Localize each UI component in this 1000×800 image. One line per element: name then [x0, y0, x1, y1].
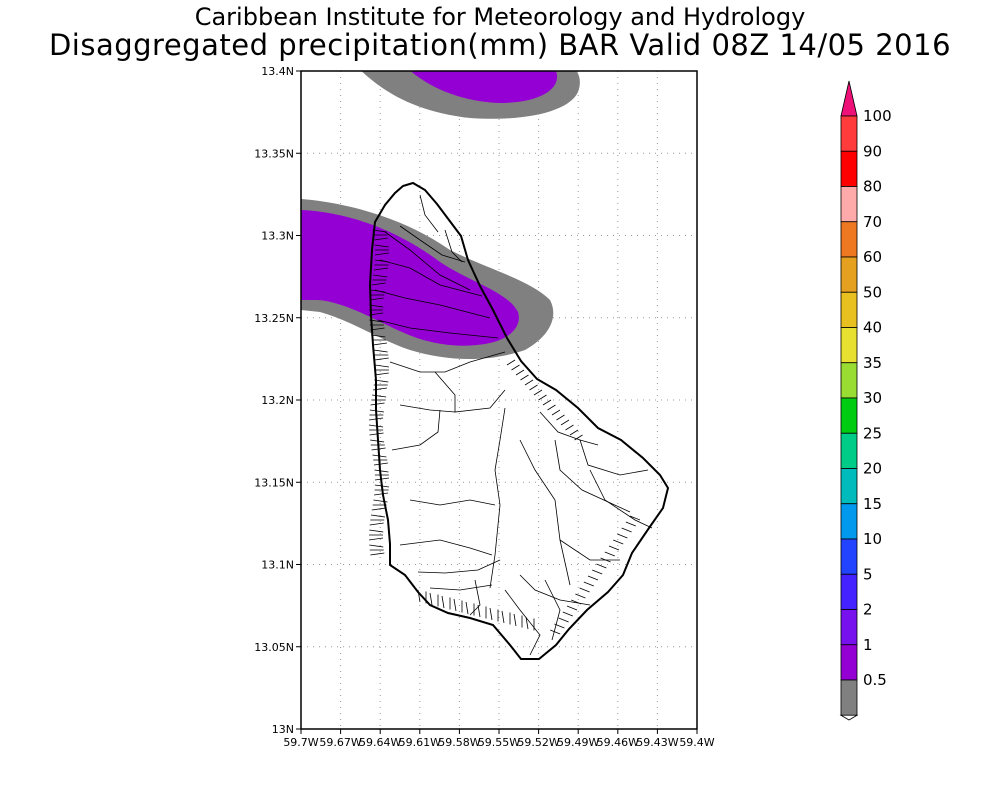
lon-tick-label: 59.43W — [636, 736, 678, 749]
colorbar-label: 100 — [863, 107, 892, 125]
colorbar-segment — [840, 115, 858, 152]
colorbar-top-arrow — [840, 80, 858, 117]
river-line — [379, 259, 483, 297]
colorbar-label: 50 — [863, 283, 882, 301]
colorbar-label: 60 — [863, 248, 882, 266]
river-line — [417, 559, 501, 574]
lat-tick-label: 13.05N — [254, 641, 294, 654]
colorbar-segment — [840, 221, 858, 258]
lon-tick-label: 59.49W — [557, 736, 599, 749]
colorbar-label: 20 — [863, 460, 882, 478]
colorbar-segment — [840, 397, 858, 434]
colorbar-label: 35 — [863, 354, 882, 372]
colorbar-label: 10 — [863, 530, 882, 548]
river-line — [489, 407, 506, 589]
gully-lines — [368, 229, 641, 635]
river-line — [377, 319, 499, 339]
river-line — [444, 229, 463, 263]
river-line — [559, 539, 620, 561]
lon-tick-label: 59.67W — [319, 736, 361, 749]
river-line — [519, 439, 571, 586]
lon-tick-label: 59.46W — [597, 736, 639, 749]
river-line — [389, 351, 506, 373]
colorbar-segment — [840, 503, 858, 540]
river-line — [519, 574, 591, 606]
colorbar-segment — [840, 644, 858, 681]
colorbar-label: 80 — [863, 178, 882, 196]
river-line — [554, 439, 631, 513]
colorbar-label: 0.5 — [863, 671, 887, 689]
colorbar-segment — [840, 538, 858, 575]
coastline — [368, 181, 670, 660]
title-line-1: Caribbean Institute for Meteorology and … — [194, 3, 806, 31]
river-line — [504, 589, 541, 656]
lat-tick-label: 13.35N — [254, 147, 294, 160]
lat-tick-label: 13.2N — [261, 394, 294, 407]
title-line-2: Disaggregated precipitation(mm) BAR Vali… — [48, 28, 952, 62]
lon-tick-label: 59.52W — [517, 736, 559, 749]
lat-tick-label: 13.4N — [261, 65, 294, 78]
colorbar-segment — [840, 150, 858, 187]
river-line — [469, 579, 481, 616]
river-line — [409, 499, 496, 506]
rain-area-north-purple — [410, 71, 558, 103]
river-line — [589, 469, 653, 529]
colorbar-segment — [840, 468, 858, 505]
lon-tick-label: 59.7W — [283, 736, 318, 749]
lat-tick-label: 13N — [272, 723, 294, 736]
colorbar-segment — [840, 573, 858, 610]
colorbar-label: 15 — [863, 495, 882, 513]
colorbar-segment — [840, 186, 858, 223]
colorbar-segment — [840, 679, 858, 716]
longitude-axis: 59.7W 59.67W59.64W59.61W59.58W59.55W59.52… — [283, 729, 715, 749]
river-line — [391, 409, 441, 451]
barbados-island — [368, 181, 670, 660]
colorbar-label: 90 — [863, 142, 882, 160]
colorbar-label: 25 — [863, 424, 882, 442]
colorbar-label: 30 — [863, 389, 882, 407]
colorbar-segment — [840, 291, 858, 328]
river-network — [374, 194, 653, 656]
lat-tick-label: 13.25N — [254, 312, 294, 325]
colorbar-segment — [840, 256, 858, 293]
river-line — [399, 539, 493, 556]
river-line — [374, 289, 491, 319]
colorbar-segment — [840, 362, 858, 399]
colorbar-label: 5 — [863, 565, 873, 583]
river-line — [419, 194, 439, 233]
lon-tick-label: 59.58W — [438, 736, 480, 749]
lon-tick-label: 59.4W — [679, 736, 714, 749]
colorbar-legend: 100 90 80 70 60 50 40 35 30 25 20 15 10 5 2 1 0.5 — [839, 80, 892, 721]
latitude-axis: 13.4N 13.35N 13.3N 13.25N 13.2N 13.15N 13.1N 13… — [254, 65, 301, 736]
lat-tick-label: 13.1N — [261, 559, 294, 572]
river-line — [579, 439, 649, 476]
colorbar-segment — [840, 609, 858, 646]
lat-tick-label: 13.3N — [261, 230, 294, 243]
river-line — [399, 404, 456, 413]
rain-area-central-purple — [301, 210, 519, 346]
river-line — [384, 231, 471, 291]
colorbar-segment — [840, 432, 858, 469]
coastal-gullies — [368, 229, 641, 635]
river-line — [429, 584, 493, 591]
colorbar-segment — [840, 327, 858, 364]
lon-tick-label: 59.61W — [399, 736, 441, 749]
river-line — [399, 225, 466, 263]
colorbar-label: 70 — [863, 213, 882, 231]
rain-areas — [301, 71, 580, 359]
river-line — [539, 411, 599, 446]
river-line — [544, 579, 561, 641]
colorbar-label: 1 — [863, 636, 873, 654]
lat-tick-label: 13.15N — [254, 476, 294, 489]
lon-tick-label: 59.55W — [478, 736, 520, 749]
lon-tick-label: 59.64W — [359, 736, 401, 749]
colorbar-bottom-arrow — [839, 714, 859, 721]
colorbar-label: 40 — [863, 319, 882, 337]
colorbar-label: 2 — [863, 601, 873, 619]
